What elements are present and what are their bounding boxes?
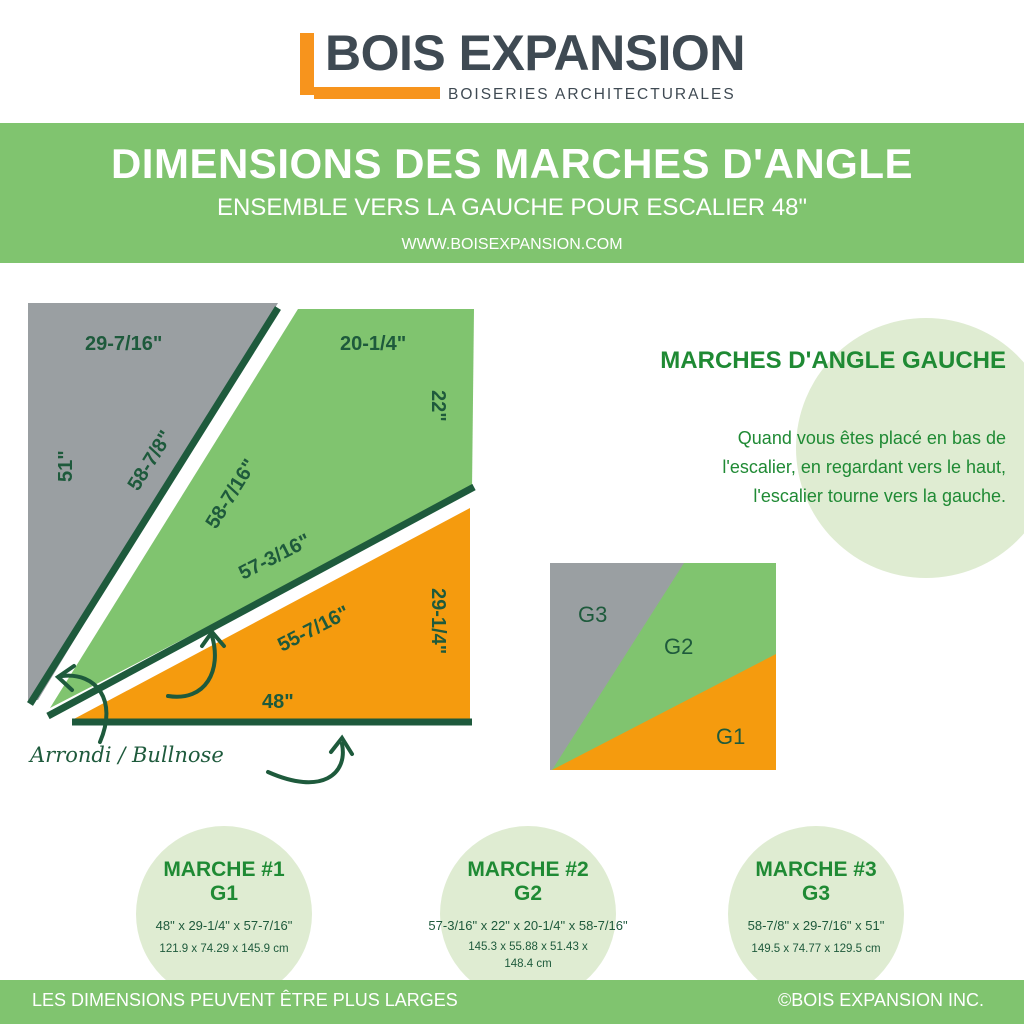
- tread-g2-shape: [50, 309, 474, 708]
- bullnose-arrow-middle-icon: [166, 628, 226, 699]
- spec-inches-1: 48" x 29-1/4" x 57-7/16": [155, 918, 293, 933]
- info-title: MARCHES D'ANGLE GAUCHE: [660, 347, 1006, 374]
- legend-g3-label: G3: [578, 602, 607, 627]
- g2-top-dim: 20-1/4": [340, 333, 406, 355]
- bullnose-edge-g3: [27, 306, 281, 706]
- page-subtitle: ENSEMBLE VERS LA GAUCHE POUR ESCALIER 48…: [216, 194, 808, 221]
- legend-g2-label: G2: [664, 634, 693, 659]
- website-url[interactable]: WWW.BOISEXPANSION.COM: [401, 236, 623, 253]
- spec-circle-3: [728, 826, 904, 1002]
- spec-block-2: MARCHE #2 G2 57-3/16" x 22" x 20-1/4" x …: [398, 858, 658, 973]
- bullnose-arrow-bottom-icon: [266, 734, 354, 785]
- stair-diagram: 29-7/16" 51" 58-7/8" 20-1/4" 22" 58-7/16…: [27, 303, 476, 785]
- spec-circle-1: [136, 826, 312, 1002]
- legend-g1-shape: [552, 654, 776, 770]
- spec-cm-1: 121.9 x 74.29 x 145.9 cm: [159, 943, 289, 955]
- spec-code-3: G3: [801, 882, 830, 905]
- bullnose-edge-g2: [46, 483, 476, 720]
- tread-legend: G3 G2 G1: [550, 563, 776, 770]
- spec-cm-3: 149.5 x 74.77 x 129.5 cm: [751, 943, 881, 955]
- g1-bottom-dim: 48": [262, 691, 294, 713]
- g1-right-dim: 29-1/4": [427, 588, 449, 654]
- legend-g1-label: G1: [716, 724, 745, 749]
- info-description: Quand vous êtes placé en bas de l'escali…: [722, 428, 1006, 506]
- info-circle: [796, 318, 1024, 578]
- brand-tagline: BOISERIES ARCHITECTURALES: [448, 86, 736, 103]
- bullnose-label: Arrondi / Bullnose: [28, 743, 224, 767]
- brand-name: BOIS EXPANSION: [325, 25, 745, 81]
- g3-top-dim: 29-7/16": [85, 333, 162, 355]
- spec-title-3: MARCHE #3: [755, 858, 877, 881]
- spec-title-1: MARCHE #1: [163, 858, 285, 881]
- footer-copyright: ©BOIS EXPANSION INC.: [778, 990, 984, 1010]
- legend-g3-shape: [550, 563, 684, 770]
- page-title: DIMENSIONS DES MARCHES D'ANGLE: [110, 140, 914, 187]
- title-banner: [0, 123, 1024, 263]
- footer-bar: [0, 980, 1024, 1024]
- spec-block-1: MARCHE #1 G1 48" x 29-1/4" x 57-7/16" 12…: [94, 858, 354, 958]
- spec-code-2: G2: [513, 882, 542, 905]
- spec-cm-2: 145.3 x 55.88 x 51.43 x 148.4 cm: [468, 941, 588, 970]
- spec-title-2: MARCHE #2: [467, 858, 589, 881]
- tread-g1-shape: [72, 508, 470, 720]
- footer-disclaimer: LES DIMENSIONS PEUVENT ÊTRE PLUS LARGES: [32, 990, 458, 1010]
- spec-inches-3: 58-7/8" x 29-7/16" x 51": [747, 918, 885, 933]
- bullnose-arrow-left-icon: [54, 664, 109, 744]
- spec-code-1: G1: [209, 882, 238, 905]
- g2-right-dim: 22": [427, 390, 449, 422]
- spec-circle-2: [440, 826, 616, 1002]
- spec-block-3: MARCHE #3 G3 58-7/8" x 29-7/16" x 51" 14…: [686, 858, 946, 958]
- logo-mark: [300, 33, 440, 99]
- spec-inches-2: 57-3/16" x 22" x 20-1/4" x 58-7/16": [428, 918, 628, 933]
- g3-left-dim: 51": [55, 450, 77, 482]
